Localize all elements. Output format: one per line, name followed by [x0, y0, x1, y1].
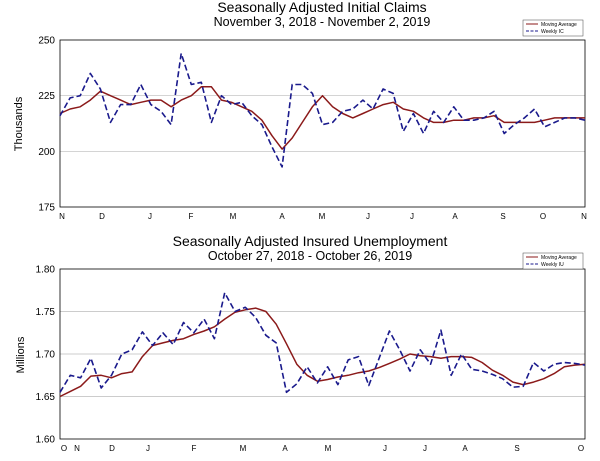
moving-average-line — [59, 86, 585, 150]
plot-frame — [59, 39, 586, 208]
x-tick-label: A — [282, 444, 288, 453]
y-tick-label: 225 — [38, 91, 55, 102]
y-tick-label: 1.60 — [36, 435, 56, 446]
y-tick-label: 1.80 — [36, 265, 56, 276]
x-tick-label: F — [189, 212, 194, 221]
legend-label: Weekly IC — [541, 29, 564, 35]
y-tick-label: 175 — [38, 203, 55, 214]
plot-frame — [59, 268, 586, 440]
x-tick-label: N — [74, 444, 80, 453]
x-tick-label: M — [319, 212, 326, 221]
y-tick-label: 250 — [38, 36, 55, 47]
x-tick-label: J — [146, 444, 150, 453]
x-tick-label: J — [423, 444, 427, 453]
x-tick-label: M — [230, 212, 237, 221]
x-tick-label: S — [514, 444, 519, 453]
x-tick-label: N — [59, 212, 65, 221]
x-tick-label: J — [410, 212, 414, 221]
chart1-subtitle: November 3, 2018 - November 2, 2019 — [214, 15, 431, 29]
x-tick-label: O — [61, 444, 67, 453]
x-tick-label: J — [383, 444, 387, 453]
x-tick-label: A — [279, 212, 285, 221]
x-tick-label: O — [578, 444, 584, 453]
legend-label: Moving Average — [541, 22, 577, 28]
weekly-series-line — [59, 52, 586, 168]
x-tick-label: N — [581, 212, 587, 221]
x-tick-label: D — [99, 212, 105, 221]
y-tick-label: 200 — [38, 147, 55, 158]
x-tick-label: A — [452, 212, 458, 221]
moving-average-line — [59, 307, 586, 398]
chart2-plot: 1.801.751.701.651.60O N D J F M A M J J A S OMoving … — [36, 252, 586, 453]
chart1-title: Seasonally Adjusted Initial Claims — [217, 0, 426, 15]
x-tick-label: S — [500, 212, 505, 221]
x-tick-label: O — [540, 212, 546, 221]
chart1-ylabel: Thousands — [13, 96, 25, 151]
x-tick-label: D — [109, 444, 115, 453]
legend-label: Moving Average — [541, 255, 577, 261]
chart2-ylabel: Millions — [15, 336, 27, 373]
x-tick-label: J — [148, 212, 152, 221]
legend-label: Weekly IU — [541, 262, 564, 268]
chart1-plot: 250 225 200 175 N D J F M A M J J A S O N Moving AverageW… — [38, 19, 587, 221]
x-tick-label: F — [192, 444, 197, 453]
weekly-series-line — [59, 291, 586, 394]
chart2-subtitle: October 27, 2018 - October 26, 2019 — [208, 249, 412, 263]
chart2-title: Seasonally Adjusted Insured Unemployment — [173, 233, 448, 249]
x-tick-label: A — [462, 444, 468, 453]
x-tick-label: J — [366, 212, 370, 221]
y-tick-label: 1.65 — [36, 392, 56, 403]
x-tick-label: M — [240, 444, 247, 453]
y-tick-label: 1.70 — [36, 350, 56, 361]
y-tick-label: 1.75 — [36, 307, 56, 318]
x-tick-label: M — [325, 444, 332, 453]
